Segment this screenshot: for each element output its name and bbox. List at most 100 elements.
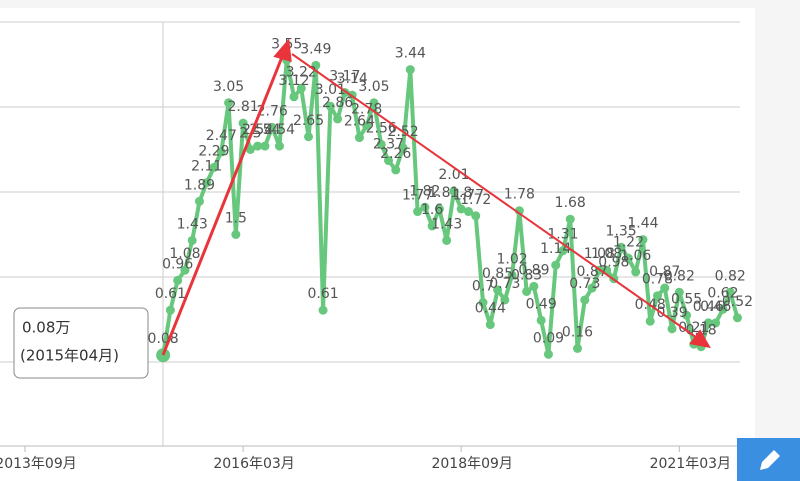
data-label: 3.22 — [286, 64, 317, 80]
point — [652, 291, 662, 301]
point — [522, 286, 532, 296]
data-label: 0.98 — [598, 255, 629, 271]
point — [311, 60, 321, 70]
tooltip: 0.08万 (2015年04月) — [13, 307, 149, 379]
point — [623, 253, 633, 263]
point — [493, 285, 503, 295]
point — [260, 141, 270, 151]
data-label: 0.44 — [475, 301, 506, 317]
point — [718, 304, 728, 314]
arrow — [161, 51, 286, 356]
point — [325, 101, 335, 111]
point — [580, 295, 590, 305]
data-label: 2.37 — [373, 137, 404, 153]
data-label: 0.61 — [155, 286, 186, 302]
point — [354, 133, 364, 143]
point — [398, 143, 408, 153]
tooltip-value: 0.08万 — [22, 319, 70, 337]
x-tick-label: 2013年09月 — [0, 456, 77, 472]
data-label: 1.89 — [184, 177, 215, 193]
data-label: 1.77 — [453, 188, 484, 204]
data-label: 0.96 — [162, 256, 193, 272]
data-label: 0.85 — [482, 266, 513, 282]
point — [478, 298, 488, 307]
point — [449, 186, 459, 196]
data-label: 0.61 — [307, 286, 338, 302]
data-label: 0.62 — [707, 285, 738, 301]
annotations — [161, 38, 711, 356]
point — [180, 265, 190, 275]
data-label: 2.26 — [380, 146, 411, 162]
point — [427, 221, 437, 231]
data-label: 2.56 — [366, 120, 397, 136]
point — [442, 235, 452, 245]
data-label: 2.54 — [264, 122, 295, 138]
point — [391, 165, 401, 175]
point — [296, 83, 306, 93]
point — [274, 141, 284, 151]
point — [304, 132, 314, 142]
point — [463, 207, 473, 217]
point — [253, 141, 263, 151]
data-label: 0.78 — [642, 272, 673, 288]
point — [376, 139, 386, 149]
data-label: 3.44 — [395, 46, 426, 62]
data-label: 1.31 — [547, 227, 578, 243]
point — [413, 207, 423, 217]
data-label: 1.22 — [613, 234, 644, 250]
point — [682, 310, 692, 320]
data-label: 0.7 — [472, 279, 494, 295]
point — [318, 305, 328, 315]
data-label: 1.68 — [555, 195, 586, 211]
point — [289, 92, 299, 102]
data-label: 2.29 — [198, 143, 229, 159]
point — [231, 230, 241, 239]
point — [471, 211, 481, 221]
point — [674, 287, 684, 297]
data-label: 2.81 — [228, 99, 259, 115]
point — [369, 98, 379, 108]
data-label: 1.43 — [431, 216, 462, 232]
data-label: 0.82 — [715, 268, 746, 284]
x-tick-label: 2018年09月 — [431, 456, 512, 472]
tooltip-date: (2015年04月) — [20, 347, 119, 365]
point — [224, 98, 234, 108]
data-label: 0.73 — [489, 276, 520, 292]
data-label: 1.08 — [584, 246, 615, 262]
point — [551, 260, 561, 270]
edit-button[interactable] — [737, 438, 800, 481]
point — [631, 267, 641, 277]
point — [500, 295, 510, 305]
point — [616, 242, 626, 252]
pencil-icon — [760, 450, 780, 470]
data-label: 2.64 — [344, 114, 375, 130]
point — [194, 196, 204, 206]
data-label: 0.08 — [148, 331, 179, 347]
data-label: 3.05 — [213, 79, 244, 95]
data-label: 3.49 — [300, 41, 331, 57]
data-label: 1.02 — [497, 251, 528, 267]
data-label: 0.87 — [576, 264, 607, 280]
point — [638, 235, 648, 245]
point — [405, 65, 415, 75]
data-label: 2.86 — [322, 95, 353, 111]
point — [267, 122, 277, 132]
point — [703, 318, 713, 328]
data-label: 2.11 — [191, 159, 222, 175]
data-label: 0.52 — [722, 294, 753, 310]
data-label: 1.35 — [606, 223, 637, 239]
point — [587, 283, 597, 293]
tooltip-box — [13, 307, 149, 379]
data-label: 0.39 — [656, 305, 687, 321]
point — [238, 118, 248, 128]
data-label: 0.73 — [569, 276, 600, 292]
point — [507, 270, 517, 280]
data-label: 3.17 — [329, 69, 360, 85]
data-label: 0.82 — [664, 268, 695, 284]
point — [384, 156, 393, 166]
point — [245, 145, 255, 154]
data-label: 1.82 — [409, 183, 440, 199]
point — [565, 214, 575, 224]
data-label: 0.16 — [562, 324, 593, 340]
